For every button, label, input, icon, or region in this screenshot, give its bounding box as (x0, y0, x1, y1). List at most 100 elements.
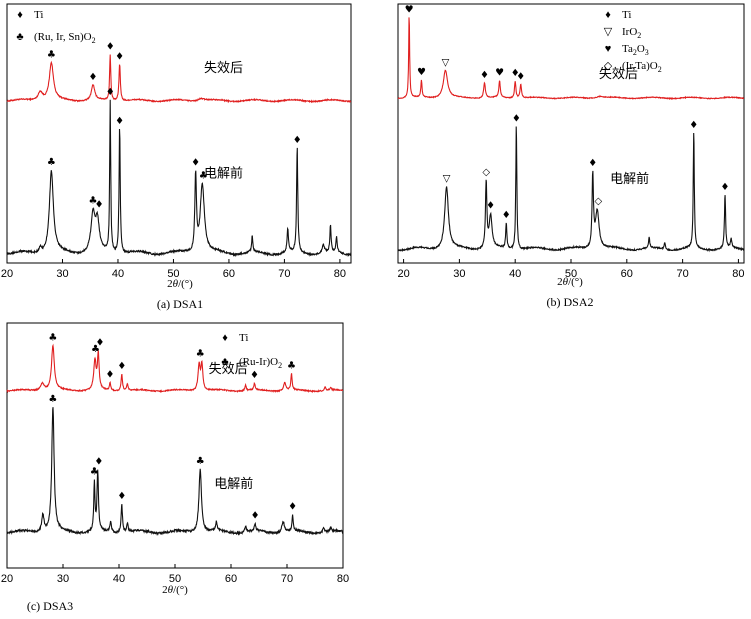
series-line-after-failure (397, 17, 745, 101)
peak-marker: ▽ (442, 57, 450, 68)
legend-symbol: ♣ (16, 31, 23, 43)
legend-label: (Ir,Ta)O2 (622, 60, 662, 74)
peak-marker: ♦ (480, 70, 489, 81)
peak-marker: ♦ (288, 502, 297, 513)
x-tick-label: 50 (169, 573, 181, 585)
x-tick-label: 70 (278, 268, 290, 280)
panel-caption: (b) DSA2 (547, 295, 594, 309)
x-axis-label: 2θ/(°) (167, 278, 193, 290)
x-tick-label: 50 (167, 268, 179, 280)
x-tick-label: 30 (57, 573, 69, 585)
x-tick-label: 20 (1, 573, 13, 585)
peak-marker: ♦ (511, 68, 520, 79)
peak-marker: ♦ (106, 369, 115, 380)
series-label: 失效后 (599, 67, 638, 82)
legend-symbol: ♦ (605, 9, 611, 21)
peak-marker: ◇ (594, 196, 602, 207)
peak-marker: ♦ (250, 370, 259, 381)
series-line-before-electrolysis (6, 99, 352, 258)
x-tick-label: 70 (281, 573, 293, 585)
peak-marker: ◇ (482, 167, 490, 178)
peak-marker: ♦ (588, 158, 597, 169)
x-axis-label: 2θ/(°) (162, 584, 188, 596)
series-line-before-electrolysis (397, 126, 744, 253)
series-label: 电解前 (204, 166, 243, 182)
peak-marker: ♦ (94, 457, 103, 468)
peak-marker: ♣ (91, 344, 100, 355)
series-line-after-failure (6, 343, 344, 394)
legend-symbol: ♣ (221, 356, 228, 368)
peak-marker: ♦ (293, 135, 302, 146)
peak-marker: ♣ (199, 170, 208, 181)
legend-symbol: ▽ (604, 26, 613, 38)
x-tick-label: 60 (223, 268, 235, 280)
plot-frame (6, 3, 352, 264)
peak-marker: ♥ (405, 4, 414, 15)
x-tick-label: 20 (397, 268, 409, 280)
panel-caption: (a) DSA1 (157, 297, 203, 311)
legend-label: (Ru-Ir)O2 (239, 356, 282, 370)
peak-marker: ♥ (417, 67, 426, 78)
x-tick-label: 60 (621, 268, 633, 280)
series-label: 电解前 (610, 171, 649, 187)
legend-label: (Ru, Ir, Sn)O2 (34, 31, 96, 45)
x-tick-label: 20 (1, 268, 13, 280)
peak-marker: ♦ (486, 200, 495, 211)
x-tick-label: 40 (113, 573, 125, 585)
legend-label: Ti (239, 332, 248, 344)
peak-marker: ♦ (191, 158, 200, 169)
panel-caption: (c) DSA3 (27, 599, 73, 613)
series-line-after-failure (6, 54, 352, 104)
peak-marker: ♦ (106, 42, 115, 53)
legend-label: IrO2 (622, 26, 641, 40)
peak-marker: ♣ (89, 196, 98, 207)
x-tick-label: 40 (112, 268, 124, 280)
legend-symbol: ◇ (604, 60, 613, 72)
peak-marker: ♣ (47, 157, 56, 168)
x-tick-label: 30 (453, 268, 465, 280)
peak-marker: ♦ (106, 87, 115, 98)
series-label: 电解前 (214, 476, 253, 492)
peak-marker: ♦ (512, 114, 521, 125)
legend-symbol: ♦ (17, 9, 23, 21)
peak-marker: ♣ (47, 49, 56, 60)
peak-marker: ♣ (48, 394, 57, 405)
x-tick-label: 60 (225, 573, 237, 585)
peak-marker: ♦ (117, 361, 126, 372)
x-axis-label: 2θ/(°) (557, 276, 583, 288)
x-tick-label: 30 (56, 268, 68, 280)
peak-marker: ♦ (502, 210, 511, 221)
peak-marker: ♣ (287, 360, 296, 371)
x-tick-label: 80 (732, 268, 744, 280)
series-label: 失效后 (204, 61, 243, 76)
legend-symbol: ♦ (222, 332, 228, 344)
x-tick-label: 80 (337, 573, 349, 585)
x-tick-label: 40 (509, 268, 521, 280)
x-tick-label: 80 (334, 268, 346, 280)
legend-symbol: ♥ (605, 43, 612, 55)
chart-p3: 20 30 40 50 60 70 80 2θ/(°) (c) DSA3 ♦ Ti ♣ (Ru-Ir)O… (1, 322, 349, 613)
peak-marker: ♦ (115, 116, 124, 127)
peak-marker: ♦ (117, 491, 126, 502)
chart-p1: 20 30 40 50 60 70 80 2θ/(°) (a) DSA1 ♦ Ti ♣ (Ru, Ir,… (1, 3, 352, 311)
peak-marker: ♦ (115, 52, 124, 63)
peak-marker: ♣ (48, 333, 57, 344)
peak-marker: ♦ (89, 72, 98, 83)
x-tick-label: 50 (565, 268, 577, 280)
legend-label: Ti (622, 9, 631, 21)
x-tick-label: 70 (676, 268, 688, 280)
peak-marker: ♦ (689, 120, 698, 131)
peak-marker: ♥ (495, 68, 504, 79)
peak-marker: ♦ (251, 511, 260, 522)
peak-marker: ♣ (196, 348, 205, 359)
peak-marker: ♦ (95, 338, 104, 349)
chart-p2: 20 30 40 50 60 70 80 2θ/(°) (b) DSA2 ♦ Ti ▽ IrO2 ♥ Ta2… (397, 3, 745, 309)
legend-label: Ti (34, 9, 43, 21)
peak-marker: ♦ (721, 182, 730, 193)
peak-marker: ♦ (95, 199, 104, 210)
peak-marker: ♦ (516, 71, 525, 82)
series-label: 失效后 (209, 362, 248, 377)
peak-marker: ▽ (443, 173, 451, 184)
series-line-before-electrolysis (6, 407, 344, 536)
